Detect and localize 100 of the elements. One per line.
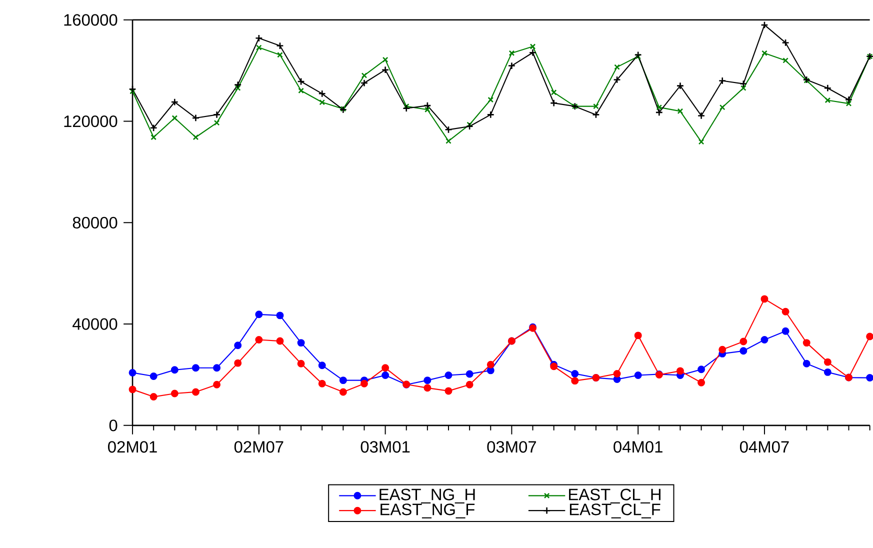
- y-tick-label: 120000: [64, 115, 118, 128]
- point: [318, 380, 326, 388]
- point: [424, 376, 432, 384]
- point: [698, 378, 706, 386]
- x-tick-label: 02M01: [108, 441, 157, 453]
- point: [802, 360, 810, 368]
- point: [782, 38, 790, 47]
- point: [424, 102, 432, 110]
- point: [212, 110, 221, 119]
- x-tick-label: 04M01: [614, 441, 662, 453]
- point: [718, 346, 726, 354]
- point: [719, 104, 726, 110]
- x-tick-label: 03M01: [360, 441, 410, 453]
- point: [318, 90, 326, 98]
- point: [782, 308, 790, 316]
- point: [698, 138, 704, 145]
- x-tick-label: 03M07: [487, 441, 536, 453]
- point: [844, 96, 853, 104]
- point: [824, 368, 832, 376]
- point: [571, 370, 579, 378]
- point: [444, 126, 452, 134]
- point: [297, 360, 305, 368]
- legend-label: EAST_NG_H: [380, 488, 475, 504]
- point: [276, 42, 284, 50]
- point: [150, 393, 158, 401]
- point: [824, 97, 831, 104]
- point: [361, 72, 368, 78]
- legend-label: EAST_NG_F: [380, 504, 475, 518]
- point: [150, 372, 158, 380]
- point: [676, 82, 684, 90]
- point: [444, 387, 452, 395]
- point: [762, 50, 768, 56]
- point: [634, 332, 642, 340]
- point: [255, 34, 263, 42]
- point: [530, 44, 536, 50]
- point: [466, 122, 474, 130]
- point: [446, 138, 452, 144]
- point: [192, 388, 200, 396]
- y-tick-label: 40000: [72, 318, 118, 330]
- point: [277, 52, 283, 58]
- point: [360, 380, 368, 388]
- point: [276, 312, 284, 320]
- point: [571, 377, 579, 385]
- y-tick-label: 160000: [64, 14, 118, 26]
- point: [276, 337, 284, 345]
- point: [634, 372, 642, 379]
- point: [255, 336, 263, 344]
- point: [402, 104, 410, 112]
- point: [170, 98, 178, 106]
- point: [319, 99, 326, 106]
- point: [234, 342, 242, 350]
- point: [466, 370, 474, 378]
- point: [214, 120, 220, 126]
- point: [360, 79, 368, 87]
- point: [382, 372, 390, 379]
- point: [866, 374, 873, 382]
- point: [760, 295, 768, 303]
- point: [170, 366, 178, 374]
- point: [718, 76, 726, 85]
- point: [192, 364, 200, 372]
- point: [339, 388, 347, 396]
- point: [824, 358, 832, 366]
- point: [782, 327, 790, 335]
- point: [508, 62, 516, 70]
- point: [634, 51, 642, 59]
- point: [655, 108, 663, 116]
- x-tick-label: 04M07: [740, 441, 789, 453]
- point: [486, 110, 494, 119]
- point: [339, 376, 347, 384]
- point: [381, 66, 390, 74]
- point: [593, 103, 599, 110]
- point: [318, 362, 326, 370]
- point: [697, 112, 706, 120]
- point: [550, 99, 558, 107]
- point: [486, 360, 494, 368]
- point: [824, 84, 832, 92]
- point: [150, 134, 156, 140]
- y-tick-label: 0: [109, 420, 118, 432]
- point: [256, 44, 262, 50]
- point: [297, 339, 305, 347]
- point: [234, 85, 241, 92]
- point: [128, 368, 136, 376]
- point: [846, 100, 852, 106]
- point: [635, 54, 641, 60]
- x-tick-label: 02M07: [234, 441, 284, 453]
- point: [172, 115, 178, 121]
- point: [128, 386, 136, 394]
- point: [255, 310, 263, 318]
- legend-label: EAST_CL_F: [570, 504, 660, 518]
- point: [297, 78, 305, 86]
- point: [150, 124, 158, 132]
- point: [192, 134, 199, 140]
- point: [382, 364, 390, 372]
- point: [740, 338, 748, 346]
- point: [740, 80, 748, 88]
- point: [613, 370, 621, 378]
- point: [170, 390, 178, 398]
- point: [382, 56, 388, 63]
- y-tick-label: 80000: [72, 216, 118, 228]
- point: [656, 104, 662, 110]
